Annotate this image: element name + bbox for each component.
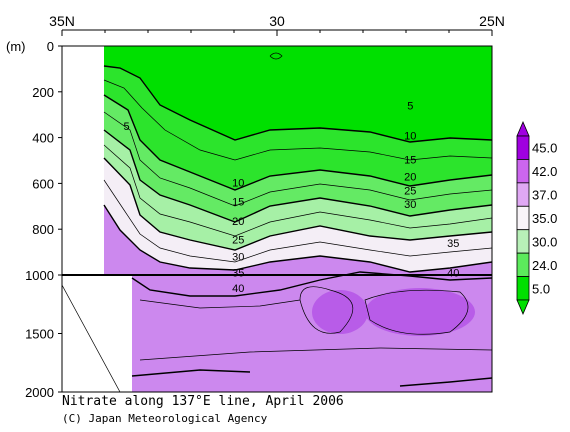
colorbar-swatch xyxy=(516,182,530,207)
colorbar-swatch xyxy=(516,135,530,160)
contour-label: 5 xyxy=(407,101,413,113)
colorbar-label: 24.0 xyxy=(532,258,557,273)
chart-title: Nitrate along 137°E line, April 2006 xyxy=(62,394,344,409)
y-axis-unit: (m) xyxy=(6,39,26,54)
y-axis-ticks: 0 200 400 600 800 1000 1500 2000 xyxy=(25,39,62,400)
band-10-24 xyxy=(104,95,492,222)
y-tick-label: 1000 xyxy=(25,268,54,283)
contour-label: 20 xyxy=(404,172,416,184)
y-tick-label: 2000 xyxy=(25,385,54,400)
surface-green-region xyxy=(104,46,492,142)
colorbar-label: 5.0 xyxy=(532,281,550,296)
contour-label: 30 xyxy=(404,199,416,211)
y-tick-label: 200 xyxy=(32,85,54,100)
y-tick-label: 0 xyxy=(47,39,54,54)
contour-label: 30 xyxy=(232,252,244,264)
x-tick-label: 35N xyxy=(49,13,75,29)
contour-label: 40 xyxy=(232,283,244,295)
contour-label: 20 xyxy=(232,216,244,228)
plot-frame xyxy=(61,45,493,393)
no-data-lower xyxy=(62,275,132,392)
colorbar-swatch xyxy=(516,276,530,301)
colorbar-swatch xyxy=(516,159,530,184)
colorbar-bottom-arrow xyxy=(516,299,530,316)
colorbar: 45.0 42.0 37.0 35.0 30.0 24.0 5.0 xyxy=(516,120,557,316)
contour-label: 25 xyxy=(404,185,416,197)
contour-field xyxy=(62,46,492,392)
x-tick-label: 30 xyxy=(269,13,285,29)
colorbar-label: 45.0 xyxy=(532,141,557,156)
band-5-10 xyxy=(104,66,492,190)
colorbar-label: 37.0 xyxy=(532,188,557,203)
contour-label: 40 xyxy=(447,268,459,280)
chart-credit: (C) Japan Meteorological Agency xyxy=(62,412,268,425)
y-tick-label: 1500 xyxy=(25,327,54,342)
y-tick-label: 400 xyxy=(32,131,54,146)
contour-label: 5 xyxy=(123,121,129,133)
x-tick-label: 25N xyxy=(479,13,505,29)
y-tick-label: 600 xyxy=(32,176,54,191)
contour-label: 35 xyxy=(232,268,244,280)
high-nitrate-patch-1 xyxy=(312,290,368,334)
contour-label: 10 xyxy=(232,177,244,189)
no-data-upper xyxy=(62,46,104,275)
band-30-35 xyxy=(104,158,492,272)
colorbar-top-arrow xyxy=(516,120,530,137)
colorbar-swatch xyxy=(516,252,530,277)
colorbar-swatch xyxy=(516,205,530,231)
colorbar-swatch xyxy=(516,229,530,254)
colorbar-label: 35.0 xyxy=(532,211,557,226)
colorbar-label: 42.0 xyxy=(532,164,557,179)
colorbar-label: 30.0 xyxy=(532,234,557,249)
y-tick-label: 800 xyxy=(32,222,54,237)
contour-label: 10 xyxy=(404,130,416,142)
x-axis-ticks: 35N 30 25N xyxy=(49,13,505,36)
band-24-30 xyxy=(104,130,492,250)
high-nitrate-patch-2 xyxy=(365,288,475,336)
contour-lines xyxy=(62,52,492,392)
contour-label: 15 xyxy=(232,197,244,209)
contour-label: 25 xyxy=(232,235,244,247)
contour-label: 35 xyxy=(447,238,459,250)
contour-label: 15 xyxy=(404,154,416,166)
